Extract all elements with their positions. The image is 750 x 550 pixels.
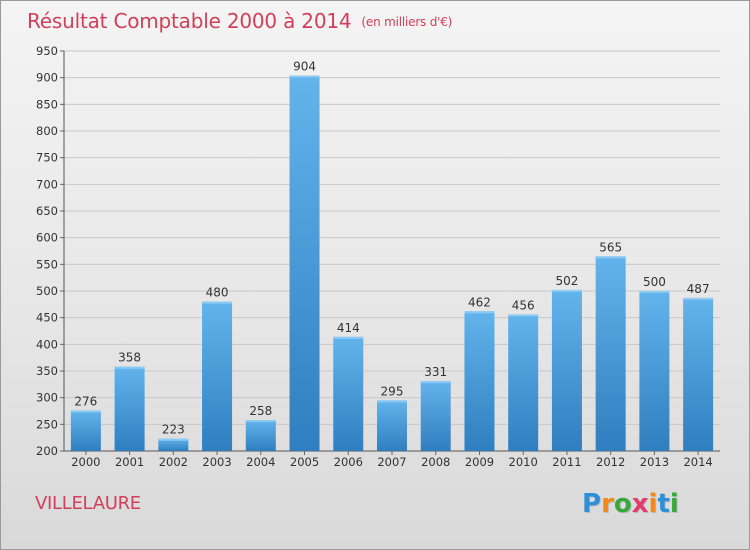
bar-top-highlight: [202, 301, 233, 304]
x-tick-label: 2004: [246, 455, 275, 469]
bar-value-label: 904: [293, 60, 316, 74]
logo-letter: o: [613, 489, 632, 519]
bar: [420, 381, 451, 451]
bar-value-label: 456: [512, 298, 535, 312]
bar-top-highlight: [70, 410, 101, 413]
bar-value-label: 331: [424, 365, 447, 379]
y-tick-label: 400: [36, 337, 58, 351]
chart-title: Résultat Comptable 2000 à 2014 (en millie…: [27, 7, 452, 35]
bar-top-highlight: [508, 314, 539, 317]
chart-title-text: Résultat Comptable 2000 à 2014: [27, 9, 352, 33]
logo-letter: t: [657, 489, 670, 519]
bar-value-label: 500: [643, 275, 666, 289]
x-tick-label: 2011: [552, 455, 581, 469]
y-tick-label: 350: [36, 364, 58, 378]
logo-letter: i: [648, 489, 658, 519]
bar-top-highlight: [333, 336, 364, 339]
y-tick-label: 550: [36, 257, 58, 271]
bar: [158, 438, 189, 451]
y-tick-label: 300: [36, 391, 58, 405]
x-tick-label: 2001: [115, 455, 144, 469]
y-tick-label: 900: [36, 71, 58, 85]
logo-letter: r: [601, 489, 614, 519]
bar-top-highlight: [464, 311, 495, 314]
bar-value-label: 276: [74, 394, 97, 408]
bar-value-label: 223: [162, 423, 185, 437]
y-tick-label: 750: [36, 151, 58, 165]
x-tick-label: 2014: [683, 455, 712, 469]
x-tick-label: 2005: [290, 455, 319, 469]
proxiti-logo: Proxiti: [582, 489, 679, 519]
bar: [464, 311, 495, 451]
logo-letter: P: [582, 489, 602, 519]
bar-value-label: 565: [599, 240, 622, 254]
y-tick-label: 650: [36, 204, 58, 218]
bar-value-label: 502: [555, 274, 578, 288]
x-tick-label: 2006: [334, 455, 363, 469]
y-tick-label: 800: [36, 124, 58, 138]
bar-value-label: 462: [468, 295, 491, 309]
bar-top-highlight: [289, 75, 320, 78]
bar-top-highlight: [639, 291, 670, 293]
bar-value-label: 358: [118, 351, 141, 365]
bar-value-label: 414: [337, 321, 360, 335]
bar: [202, 301, 233, 451]
bar: [683, 297, 714, 451]
bar-value-label: 487: [687, 282, 710, 296]
bar: [595, 256, 626, 451]
commune-name: VILLELAURE: [35, 493, 141, 514]
x-tick-label: 2010: [509, 455, 538, 469]
y-tick-label: 500: [36, 284, 58, 298]
y-tick-label: 200: [36, 444, 58, 458]
chart-subtitle: (en milliers d'€): [361, 15, 453, 29]
bar-value-label: 258: [249, 404, 272, 418]
bar-top-highlight: [114, 366, 145, 369]
x-tick-label: 2002: [159, 455, 188, 469]
bar-top-highlight: [595, 256, 626, 259]
bar-top-highlight: [377, 400, 407, 403]
y-tick-label: 450: [36, 311, 58, 325]
bar: [289, 75, 320, 452]
logo-letter: i: [669, 489, 679, 519]
y-tick-label: 600: [36, 231, 58, 245]
x-tick-label: 2009: [465, 455, 494, 469]
x-tick-label: 2012: [596, 455, 625, 469]
bar: [508, 314, 539, 451]
y-tick-label: 850: [36, 97, 58, 111]
x-tick-label: 2008: [421, 455, 450, 469]
bar-top-highlight: [420, 381, 451, 384]
y-tick-label: 250: [36, 417, 58, 431]
bar: [114, 366, 145, 451]
x-tick-label: 2013: [640, 455, 669, 469]
bar: [377, 400, 407, 451]
x-tick-label: 2000: [71, 455, 100, 469]
bar: [333, 336, 364, 451]
bar-value-label: 480: [206, 286, 229, 300]
bar: [639, 291, 670, 451]
y-tick-label: 700: [36, 177, 58, 191]
bar: [551, 289, 582, 451]
bar-top-highlight: [245, 420, 276, 423]
x-tick-label: 2003: [202, 455, 231, 469]
bar: [245, 420, 276, 451]
bar-top-highlight: [158, 438, 189, 441]
bar: [70, 410, 101, 451]
bar-top-highlight: [683, 297, 714, 300]
bar-top-highlight: [551, 289, 582, 292]
y-tick-label: 950: [36, 44, 58, 58]
bar-value-label: 295: [381, 384, 404, 398]
x-tick-label: 2007: [377, 455, 406, 469]
logo-letter: x: [631, 489, 649, 519]
